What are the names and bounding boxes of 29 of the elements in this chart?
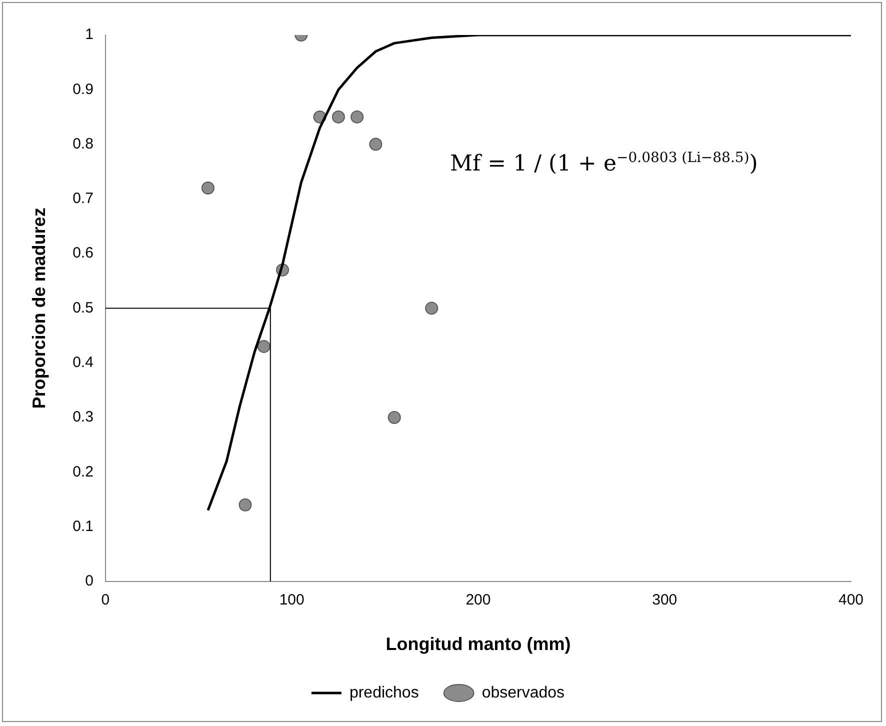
- point: [238, 498, 252, 512]
- point: [369, 138, 382, 151]
- point: [425, 302, 438, 315]
- annotation: Mf = 1 / (1 + e$^{−0.0803 (Li−88.5)}$): [450, 150, 758, 176]
- y-tick-label: 0.8: [72, 135, 94, 152]
- y-tick-label: 0.2: [72, 463, 94, 480]
- y-tick-label: 0: [85, 572, 94, 590]
- point: [388, 410, 401, 424]
- x-tick-label: 100: [279, 592, 304, 609]
- y-tick-label: 0.5: [72, 299, 94, 316]
- legend-label: observados: [482, 684, 565, 702]
- x-tick-label: 200: [466, 592, 491, 609]
- legend-label: predichos: [349, 684, 419, 702]
- point: [257, 340, 270, 353]
- y-axis-title: Proporcion de madurez: [28, 208, 49, 409]
- y-tick-label: 0.6: [72, 244, 94, 262]
- y-tick-label: 0.1: [72, 518, 94, 535]
- x-tick-label: 400: [838, 592, 864, 609]
- y-tick-label: 0.9: [72, 80, 94, 98]
- point: [201, 181, 214, 194]
- point: [350, 110, 364, 124]
- y-tick-label: 1: [85, 26, 94, 44]
- x-tick-label: 0: [101, 592, 110, 609]
- y-tick-label: 0.4: [72, 354, 94, 371]
- y-tick-label: 0.3: [72, 408, 94, 426]
- point: [332, 110, 345, 124]
- x-axis-title: Longitud manto (mm): [386, 634, 571, 654]
- y-tick-label: 0.7: [72, 190, 94, 208]
- x-tick-label: 300: [652, 592, 678, 609]
